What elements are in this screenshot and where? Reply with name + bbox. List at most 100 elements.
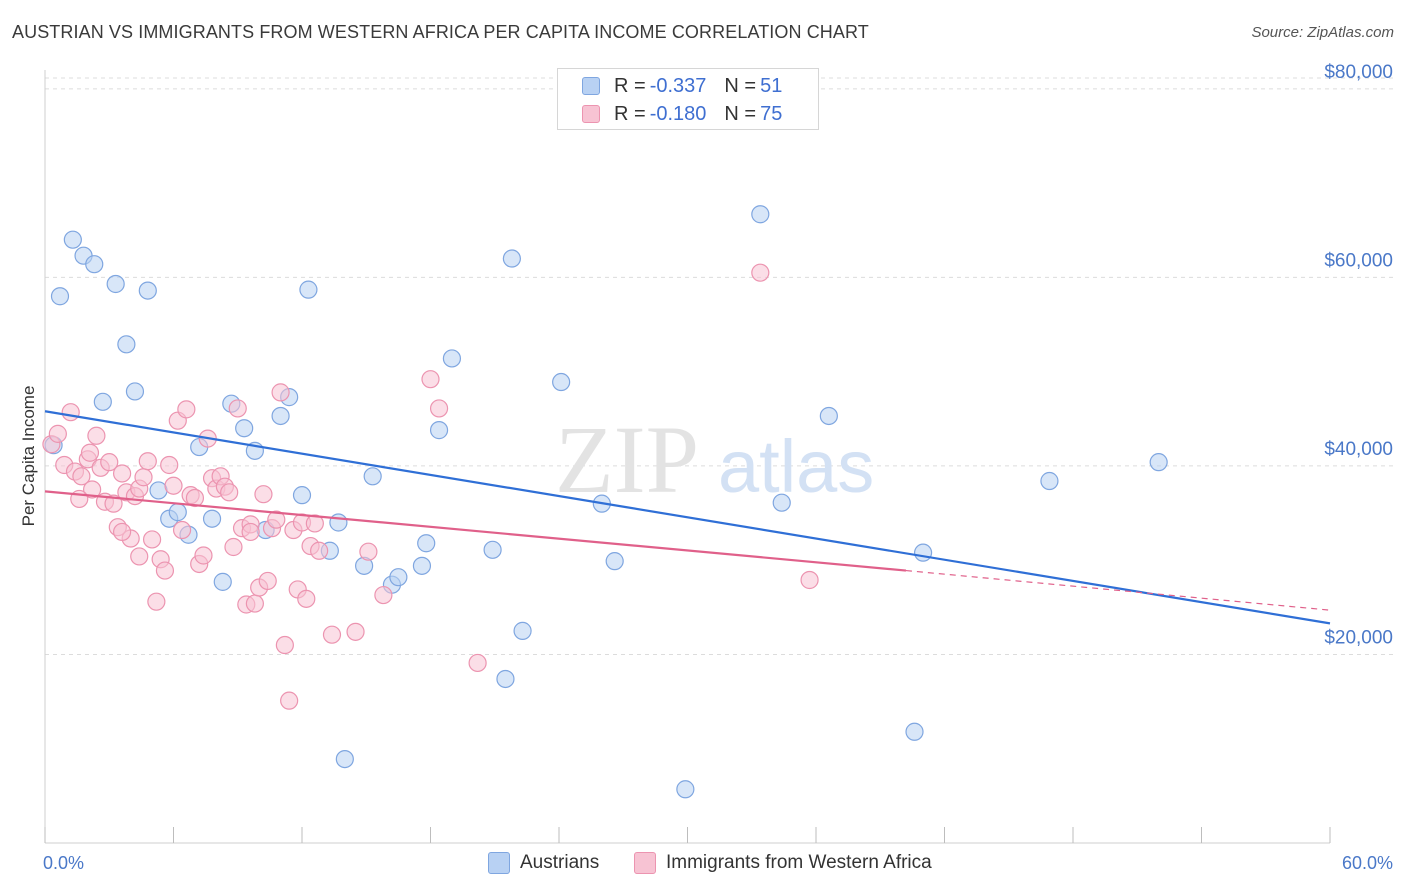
trend-line-immigrants — [44, 490, 907, 572]
data-point — [63, 230, 82, 249]
legend-item-austrians[interactable]: Austrians — [488, 852, 599, 874]
y-tick-label: $20,000 — [1324, 627, 1393, 648]
series-austrians — [44, 205, 1168, 799]
trend-line-austrians — [44, 410, 1331, 625]
data-point — [275, 635, 294, 655]
data-point — [245, 594, 264, 613]
x-tick-label: 60.0% — [1342, 853, 1393, 873]
data-point — [363, 467, 382, 486]
data-point — [389, 568, 408, 587]
data-point — [254, 485, 273, 504]
data-point — [483, 540, 502, 559]
data-point — [130, 547, 149, 566]
data-point — [87, 426, 106, 445]
data-point — [267, 510, 286, 529]
data-point — [202, 509, 222, 528]
data-point — [417, 534, 436, 553]
y-tick-label: $80,000 — [1324, 62, 1393, 83]
data-point — [346, 622, 365, 641]
stats-legend: R = -0.337 N = 51 R = -0.180 N = 75 — [557, 68, 819, 130]
chart-title: AUSTRIAN VS IMMIGRANTS FROM WESTERN AFRI… — [12, 22, 869, 42]
data-point — [228, 399, 247, 418]
watermark-zip: ZIP — [555, 406, 699, 513]
data-point — [235, 419, 254, 438]
n-value: 75 — [760, 102, 783, 125]
data-point — [502, 249, 521, 268]
y-tick-label: $60,000 — [1324, 250, 1393, 271]
n-label: N = — [724, 102, 757, 125]
watermark: ZIP atlas — [555, 406, 874, 513]
legend-label-immigrants: Immigrants from Western Africa — [666, 852, 932, 873]
data-point — [104, 494, 123, 513]
n-value: 51 — [760, 74, 783, 97]
data-point — [280, 691, 299, 710]
data-point — [271, 406, 290, 426]
data-point — [112, 522, 132, 542]
r-label: R = — [614, 74, 646, 97]
immigrants-legend-swatch — [634, 852, 656, 874]
stats-legend-row-austrians: R = -0.337 N = 51 — [582, 73, 782, 99]
legend-label-austrians: Austrians — [520, 852, 600, 873]
data-point — [155, 561, 175, 580]
data-point — [335, 750, 354, 769]
axes — [44, 70, 1331, 844]
data-point — [905, 722, 924, 741]
n-label: N = — [724, 74, 757, 97]
data-point — [83, 480, 102, 499]
legend-item-immigrants[interactable]: Immigrants from Western Africa — [634, 852, 932, 874]
data-point — [751, 205, 770, 224]
data-point — [61, 403, 80, 422]
data-point — [292, 486, 312, 505]
data-point — [224, 537, 243, 557]
data-point — [100, 453, 119, 472]
watermark-atlas: atlas — [718, 425, 874, 508]
tick-labels: $20,000 $40,000 $60,000 $80,000 0.0% 60.0% — [43, 62, 1393, 873]
data-point — [421, 370, 440, 389]
data-point — [134, 468, 153, 487]
data-point — [138, 452, 157, 471]
trend-line-immigrants-extension — [905, 569, 1331, 611]
data-point — [271, 383, 290, 402]
grid-lines — [45, 77, 1395, 655]
data-point — [172, 520, 192, 540]
data-point — [468, 653, 487, 673]
data-point — [125, 382, 145, 401]
data-point — [913, 543, 933, 562]
data-point — [138, 281, 157, 300]
data-point — [310, 541, 329, 560]
austrians-legend-swatch — [488, 852, 510, 874]
data-point — [305, 514, 324, 533]
data-point — [1040, 471, 1059, 491]
data-point — [149, 481, 168, 500]
data-point — [676, 780, 695, 799]
data-point — [241, 522, 260, 542]
data-point — [142, 530, 162, 549]
y-tick-label: $40,000 — [1324, 439, 1393, 460]
data-point — [442, 349, 462, 368]
data-point — [1149, 453, 1168, 472]
data-point — [117, 335, 136, 354]
source-label: Source: ZipAtlas.com — [1251, 24, 1394, 41]
data-point — [160, 455, 179, 475]
data-point — [374, 585, 393, 605]
data-point — [800, 570, 819, 590]
data-point — [297, 589, 316, 608]
data-point — [429, 421, 449, 440]
series-legend: Austrians Immigrants from Western Africa — [0, 852, 1406, 878]
data-point — [194, 546, 213, 565]
data-point — [552, 372, 571, 392]
data-point — [168, 503, 187, 522]
data-point — [185, 488, 205, 508]
data-point — [93, 392, 112, 411]
data-point — [605, 552, 624, 571]
data-point — [751, 263, 770, 282]
data-point — [50, 287, 70, 306]
trend-lines — [44, 410, 1331, 625]
data-point — [322, 625, 342, 644]
data-point — [112, 464, 132, 483]
data-point — [106, 274, 125, 294]
data-point — [513, 621, 532, 640]
data-point — [164, 476, 183, 495]
series-immigrants-western-africa — [42, 263, 819, 710]
